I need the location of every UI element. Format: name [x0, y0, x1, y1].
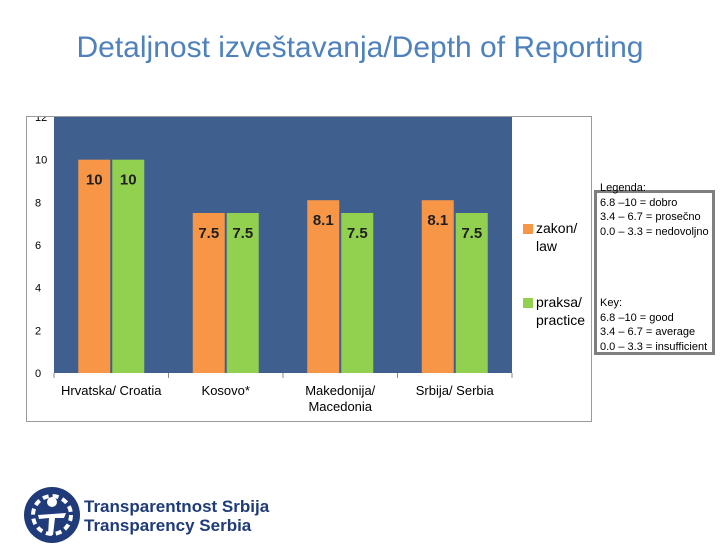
bar-1-1: [226, 213, 259, 373]
legend-notes-english: Key: 6.8 –10 = good 3.4 – 6.7 = average …: [600, 297, 708, 353]
bar-chart: 0 2 4 6 8 10 12 10 7.5 8.1 8.1 10 7.5 7.5 7.5 Hrvatska/…: [35, 117, 585, 414]
y-tick-label-6: 12: [35, 117, 47, 124]
y-tick-label-0: 0: [35, 368, 41, 380]
y-tick-label-5: 10: [35, 155, 47, 167]
category-label-line: Hrvatska/ Croatia: [61, 383, 162, 398]
data-label-0-1: 7.5: [198, 225, 219, 242]
data-label-1-3: 7.5: [461, 225, 482, 242]
legend-label-1: praksa/practice: [536, 294, 585, 328]
legend-label-line: practice: [536, 312, 585, 328]
category-label-3: Srbija/ Serbia: [416, 383, 495, 398]
bar-0-1: [192, 213, 225, 373]
data-label-1-0: 10: [120, 172, 137, 189]
legend-swatch-1: [523, 298, 533, 308]
slide-title: Detaljnost izveštavanja/Depth of Reporti…: [76, 31, 644, 64]
legend-swatch-0: [523, 224, 533, 234]
y-tick-label-2: 4: [35, 283, 41, 295]
y-tick-label-1: 2: [35, 325, 41, 337]
bar-1-0: [112, 159, 145, 373]
data-label-0-0: 10: [86, 172, 103, 189]
legend-label-0: zakon/law: [536, 220, 577, 254]
category-label-line: Srbija/ Serbia: [416, 383, 495, 398]
data-label-1-1: 7.5: [232, 225, 253, 242]
org-name-serbian: Transparentnost Srbija: [84, 497, 270, 516]
bar-0-0: [78, 159, 111, 373]
bar-1-3: [455, 213, 488, 373]
y-tick-label-4: 8: [35, 197, 41, 209]
transparency-serbia-logo-icon: [24, 487, 80, 543]
legend-notes-serbian: Legenda: 6.8 –10 = dobro 3.4 – 6.7 = pro…: [600, 182, 709, 238]
legend-label-line: praksa/: [536, 294, 582, 310]
category-label-line: Macedonia: [308, 399, 372, 414]
legend-notes-box: [594, 190, 715, 355]
data-label-0-2: 8.1: [313, 212, 334, 229]
legend-label-line: law: [536, 238, 558, 254]
y-tick-label-3: 6: [35, 240, 41, 252]
category-label-line: Makedonija/: [305, 383, 375, 398]
category-label-2: Makedonija/Macedonia: [305, 383, 375, 414]
bar-0-2: [307, 200, 340, 373]
data-label-1-2: 7.5: [347, 225, 368, 242]
category-label-1: Kosovo*: [202, 383, 250, 398]
chart-frame: 0 2 4 6 8 10 12 10 7.5 8.1 8.1 10 7.5 7.5 7.5 Hrvatska/…: [26, 116, 592, 422]
bar-0-3: [421, 200, 454, 373]
data-label-0-3: 8.1: [427, 212, 448, 229]
legend-label-line: zakon/: [536, 220, 577, 236]
category-label-line: Kosovo*: [202, 383, 250, 398]
category-label-0: Hrvatska/ Croatia: [61, 383, 162, 398]
org-name-english: Transparency Serbia: [84, 516, 252, 535]
bar-1-2: [341, 213, 374, 373]
